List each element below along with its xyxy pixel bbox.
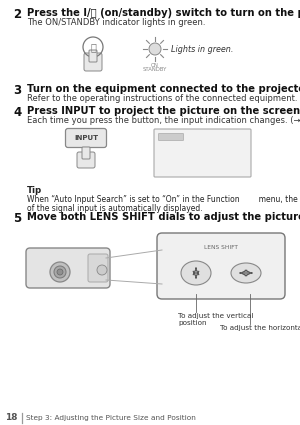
Text: INPUT: INPUT (74, 136, 98, 142)
Text: To adjust the vertical
position: To adjust the vertical position (178, 313, 253, 326)
Text: 4: 4 (13, 106, 21, 119)
Text: The ON/STANDBY indicator lights in green.: The ON/STANDBY indicator lights in green… (27, 18, 206, 27)
Text: 3: 3 (13, 84, 21, 97)
Circle shape (57, 269, 63, 275)
FancyBboxPatch shape (154, 129, 251, 177)
FancyBboxPatch shape (84, 53, 102, 71)
Text: Refer to the operating instructions of the connected equipment.: Refer to the operating instructions of t… (27, 94, 298, 103)
Text: of the signal input is automatically displayed.: of the signal input is automatically dis… (27, 204, 203, 213)
Text: ⏽: ⏽ (90, 42, 96, 52)
Text: 5: 5 (13, 212, 21, 225)
Text: Press the I/⏽ (on/standby) switch to turn on the projector.: Press the I/⏽ (on/standby) switch to tur… (27, 8, 300, 18)
Text: 18: 18 (5, 414, 18, 422)
Text: Turn on the equipment connected to the projector.: Turn on the equipment connected to the p… (27, 84, 300, 94)
FancyBboxPatch shape (82, 147, 90, 159)
Text: LENS SHIFT: LENS SHIFT (204, 244, 238, 249)
Text: STANDBY: STANDBY (143, 67, 167, 72)
Text: Step 3: Adjusting the Picture Size and Position: Step 3: Adjusting the Picture Size and P… (26, 415, 196, 421)
Text: Press INPUT to project the picture on the screen.: Press INPUT to project the picture on th… (27, 106, 300, 116)
Text: Lights in green.: Lights in green. (171, 45, 233, 54)
Text: Move both LENS SHIFT dials to adjust the picture position.: Move both LENS SHIFT dials to adjust the… (27, 212, 300, 222)
Text: 2: 2 (13, 8, 21, 21)
Text: Tip: Tip (27, 186, 42, 195)
Ellipse shape (231, 263, 261, 283)
FancyBboxPatch shape (158, 133, 184, 141)
Circle shape (97, 265, 107, 275)
Circle shape (50, 262, 70, 282)
FancyBboxPatch shape (88, 254, 108, 282)
FancyBboxPatch shape (89, 50, 97, 62)
Text: When “Auto Input Search” is set to “On” in the Function        menu, the channel: When “Auto Input Search” is set to “On” … (27, 195, 300, 204)
FancyBboxPatch shape (77, 152, 95, 168)
FancyBboxPatch shape (65, 128, 106, 147)
Circle shape (54, 266, 66, 278)
Text: ON: ON (151, 63, 159, 68)
FancyBboxPatch shape (26, 248, 110, 288)
Text: Each time you press the button, the input indication changes. (→’ page 24): Each time you press the button, the inpu… (27, 116, 300, 125)
Circle shape (149, 43, 161, 55)
Text: To adjust the horizontal position: To adjust the horizontal position (220, 325, 300, 331)
Ellipse shape (181, 261, 211, 285)
FancyBboxPatch shape (157, 233, 285, 299)
